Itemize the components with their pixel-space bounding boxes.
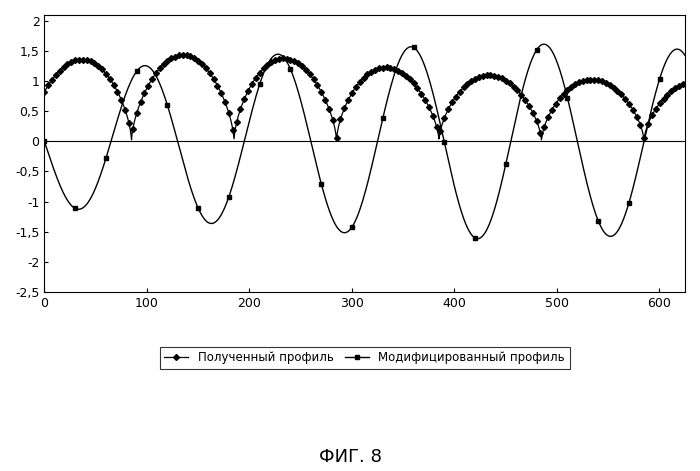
Legend: Полученный профиль, Модифицированный профиль: Полученный профиль, Модифицированный про… — [160, 347, 570, 369]
Модифицированный профиль — [40, 138, 48, 144]
Полученный профиль — [335, 121, 344, 127]
Модифицированный профиль — [545, 45, 554, 50]
Модифицированный профиль — [335, 227, 343, 232]
Модифицированный профиль — [351, 217, 360, 223]
Полученный профиль — [73, 57, 81, 63]
Модифицированный профиль — [473, 236, 482, 242]
Модифицированный профиль — [73, 206, 81, 212]
Полученный профиль — [662, 92, 671, 98]
Полученный профиль — [352, 84, 361, 89]
Полученный профиль — [545, 112, 553, 118]
Полученный профиль — [40, 89, 48, 95]
Line: Полученный профиль: Полученный профиль — [42, 53, 687, 143]
Модифицированный профиль — [662, 57, 671, 63]
Полученный профиль — [681, 81, 690, 86]
Полученный профиль — [178, 52, 187, 58]
Модифицированный профиль — [540, 41, 548, 47]
Полученный профиль — [663, 92, 671, 97]
Полученный профиль — [640, 138, 648, 144]
Модифицированный профиль — [681, 53, 690, 58]
Модифицированный профиль — [663, 57, 671, 62]
Line: Модифицированный профиль: Модифицированный профиль — [42, 42, 687, 241]
Text: ФИГ. 8: ФИГ. 8 — [318, 448, 382, 466]
